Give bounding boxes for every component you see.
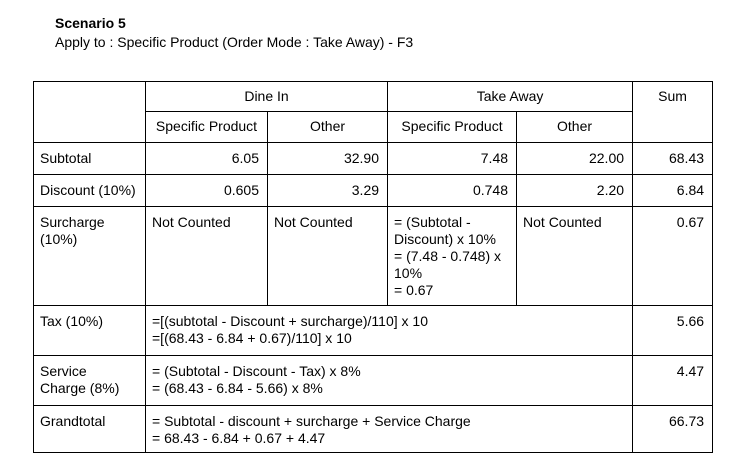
table-row-discount: Discount (10%) 0.605 3.29 0.748 2.20 6.8… [33, 174, 714, 207]
table-row-surcharge: Surcharge (10%) Not Counted Not Counted … [33, 206, 714, 306]
tax-formula-cell: =[(subtotal - Discount + surcharge)/110]… [144, 305, 634, 356]
row-label-service-charge: Service Charge (8%) [33, 355, 146, 406]
tax-sum-cell: 5.66 [632, 305, 714, 356]
subcolumn-header-takeaway-specific: Specific Product [387, 111, 518, 143]
subcolumn-header-takeaway-other: Other [516, 111, 634, 143]
subcolumn-header-dinein-other: Other [266, 111, 389, 143]
service-charge-formula-cell: = (Subtotal - Discount - Tax) x 8% = (68… [144, 355, 634, 406]
discount-sum-cell: 6.84 [632, 174, 714, 207]
row-label-surcharge: Surcharge (10%) [33, 206, 146, 306]
table-row-service-charge: Service Charge (8%) = (Subtotal - Discou… [33, 355, 714, 406]
scenario-title: Scenario 5 [55, 15, 126, 31]
corner-cell [33, 81, 146, 143]
row-label-discount: Discount (10%) [33, 174, 146, 207]
row-label-grandtotal: Grandtotal [33, 405, 146, 453]
table-row-grandtotal: Grandtotal = Subtotal - discount + surch… [33, 405, 714, 453]
table-header-subcolumn-row: Specific Product Other Specific Product … [34, 111, 713, 143]
discount-takeaway-other-cell: 2.20 [516, 174, 634, 207]
scenario-subtitle: Apply to : Specific Product (Order Mode … [55, 34, 414, 50]
surcharge-takeaway-specific-cell: = (Subtotal - Discount) x 10% = (7.48 - … [387, 206, 518, 306]
subtotal-sum-cell: 68.43 [632, 142, 714, 175]
surcharge-takeaway-other-cell: Not Counted [516, 206, 634, 306]
surcharge-sum-cell: 0.67 [632, 206, 714, 306]
document-page: Scenario 5 Apply to : Specific Product (… [33, 15, 714, 453]
subtotal-takeaway-other-cell: 22.00 [516, 142, 634, 175]
table-row-tax: Tax (10%) =[(subtotal - Discount + surch… [33, 305, 714, 356]
subtotal-dinein-specific-cell: 6.05 [145, 142, 268, 175]
table-header-group-row: Dine In Take Away Sum [33, 81, 714, 143]
table-row-subtotal: Subtotal 6.05 32.90 7.48 22.00 68.43 [33, 142, 714, 175]
subcolumn-header-dinein-specific: Specific Product [145, 111, 268, 143]
discount-dinein-other-cell: 3.29 [266, 174, 389, 207]
sum-column-header: Sum [632, 81, 714, 143]
row-label-subtotal: Subtotal [33, 142, 146, 175]
scenario-table: Dine In Take Away Sum Specific Product O… [33, 81, 714, 453]
surcharge-dinein-other-cell: Not Counted [266, 206, 389, 306]
grandtotal-formula-cell: = Subtotal - discount + surcharge + Serv… [144, 405, 634, 453]
discount-dinein-specific-cell: 0.605 [145, 174, 268, 207]
group-header-dine-in: Dine In [144, 81, 389, 112]
discount-takeaway-specific-cell: 0.748 [387, 174, 518, 207]
service-charge-sum-cell: 4.47 [632, 355, 714, 406]
row-label-tax: Tax (10%) [33, 305, 146, 356]
grandtotal-sum-cell: 66.73 [632, 405, 714, 453]
subtotal-takeaway-specific-cell: 7.48 [387, 142, 518, 175]
subtotal-dinein-other-cell: 32.90 [266, 142, 389, 175]
group-header-take-away: Take Away [387, 81, 634, 112]
surcharge-dinein-specific-cell: Not Counted [145, 206, 268, 306]
